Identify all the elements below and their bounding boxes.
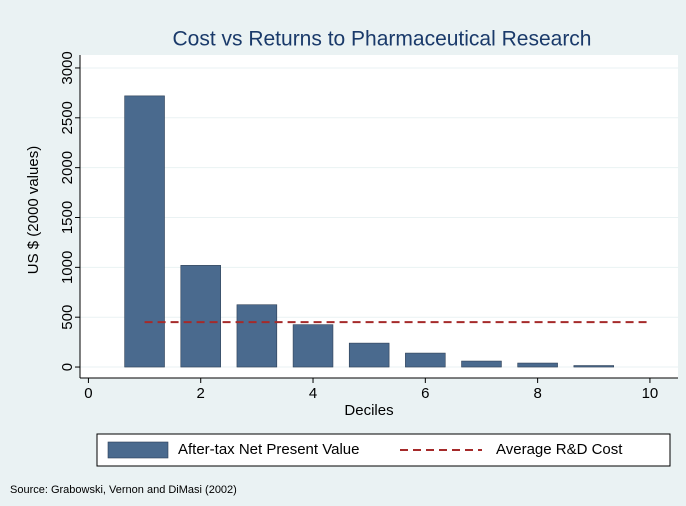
y-tick-label: 500: [59, 305, 76, 330]
bar: [517, 362, 558, 368]
bar: [292, 324, 334, 368]
x-tick-label: 2: [197, 385, 205, 402]
chart-title: Cost vs Returns to Pharmaceutical Resear…: [172, 28, 591, 51]
y-tick-label: 1000: [59, 251, 76, 284]
x-tick-label: 8: [533, 385, 541, 402]
x-tick-label: 10: [642, 385, 659, 402]
y-tick-label: 2000: [59, 151, 76, 184]
legend-swatch: [107, 441, 169, 459]
bar: [180, 265, 221, 368]
plot-area: [80, 55, 678, 378]
x-axis-label: Deciles: [344, 402, 393, 419]
bar: [348, 342, 390, 368]
y-axis-label: US $ (2000 values): [25, 146, 42, 274]
x-tick-label: 6: [421, 385, 429, 402]
legend-label: After-tax Net Present Value: [178, 441, 359, 458]
source-note: Source: Grabowski, Vernon and DiMasi (20…: [10, 484, 237, 496]
bar: [405, 352, 446, 368]
y-tick-label: 2500: [59, 101, 76, 134]
bar: [461, 360, 502, 368]
bar: [124, 95, 165, 368]
legend-label: Average R&D Cost: [496, 441, 623, 458]
bar: [236, 304, 278, 368]
y-tick-label: 1500: [59, 201, 76, 234]
legend-box: [96, 433, 671, 467]
bar: [573, 365, 615, 368]
x-tick-label: 0: [84, 385, 92, 402]
x-tick-label: 4: [309, 385, 317, 402]
y-tick-label: 0: [59, 363, 76, 371]
y-tick-label: 3000: [59, 51, 76, 84]
